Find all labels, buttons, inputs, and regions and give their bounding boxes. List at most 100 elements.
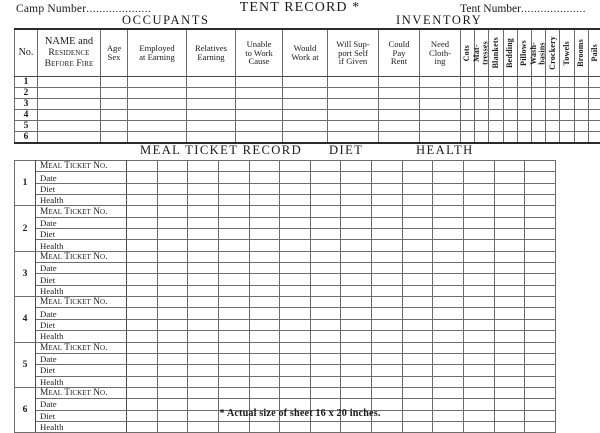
meal-record-cell[interactable]: [433, 161, 464, 172]
meal-record-cell[interactable]: [494, 319, 525, 330]
meal-record-cell[interactable]: [310, 229, 341, 240]
meal-record-cell[interactable]: [127, 206, 158, 217]
meal-record-cell[interactable]: [341, 421, 372, 432]
meal-record-cell[interactable]: [341, 240, 372, 251]
meal-record-cell[interactable]: [280, 206, 311, 217]
occupant-cell[interactable]: [560, 88, 574, 99]
meal-record-cell[interactable]: [280, 263, 311, 274]
occupant-cell[interactable]: [475, 99, 489, 110]
occupant-cell[interactable]: [328, 121, 379, 132]
meal-record-cell[interactable]: [494, 229, 525, 240]
meal-record-cell[interactable]: [310, 387, 341, 398]
meal-record-cell[interactable]: [249, 342, 280, 353]
meal-record-cell[interactable]: [341, 331, 372, 342]
occupant-cell[interactable]: [574, 110, 588, 121]
meal-record-cell[interactable]: [157, 240, 188, 251]
meal-record-cell[interactable]: [218, 263, 249, 274]
meal-record-cell[interactable]: [280, 387, 311, 398]
occupant-cell[interactable]: [101, 110, 128, 121]
meal-record-cell[interactable]: [525, 229, 556, 240]
occupant-cell[interactable]: [546, 110, 560, 121]
meal-record-cell[interactable]: [464, 195, 495, 206]
meal-record-cell[interactable]: [249, 274, 280, 285]
meal-record-cell[interactable]: [372, 161, 403, 172]
meal-record-cell[interactable]: [494, 353, 525, 364]
meal-record-cell[interactable]: [402, 376, 433, 387]
meal-record-cell[interactable]: [127, 353, 158, 364]
meal-record-cell[interactable]: [433, 331, 464, 342]
meal-record-cell[interactable]: [218, 251, 249, 262]
meal-record-cell[interactable]: [280, 353, 311, 364]
meal-record-cell[interactable]: [127, 421, 158, 432]
occupant-cell[interactable]: [546, 88, 560, 99]
occupant-cell[interactable]: [503, 110, 517, 121]
occupant-cell[interactable]: [283, 121, 328, 132]
occupant-cell[interactable]: [531, 110, 545, 121]
meal-record-cell[interactable]: [249, 195, 280, 206]
meal-record-cell[interactable]: [402, 263, 433, 274]
meal-record-cell[interactable]: [464, 319, 495, 330]
meal-record-cell[interactable]: [310, 376, 341, 387]
occupant-cell[interactable]: [461, 88, 475, 99]
occupant-cell[interactable]: [588, 121, 600, 132]
meal-record-cell[interactable]: [127, 172, 158, 183]
meal-record-cell[interactable]: [402, 229, 433, 240]
meal-record-cell[interactable]: [310, 342, 341, 353]
meal-record-cell[interactable]: [494, 285, 525, 296]
meal-record-cell[interactable]: [188, 251, 219, 262]
meal-record-cell[interactable]: [127, 365, 158, 376]
meal-record-cell[interactable]: [249, 229, 280, 240]
meal-record-cell[interactable]: [494, 263, 525, 274]
occupant-cell[interactable]: [379, 132, 420, 144]
occupant-cell[interactable]: [128, 77, 187, 88]
occupant-cell[interactable]: [560, 77, 574, 88]
occupant-cell[interactable]: [187, 77, 236, 88]
meal-record-cell[interactable]: [402, 331, 433, 342]
meal-record-cell[interactable]: [249, 161, 280, 172]
meal-record-cell[interactable]: [157, 195, 188, 206]
occupant-cell[interactable]: [588, 99, 600, 110]
meal-record-cell[interactable]: [402, 365, 433, 376]
occupant-cell[interactable]: [489, 121, 503, 132]
meal-record-cell[interactable]: [525, 308, 556, 319]
meal-record-cell[interactable]: [402, 206, 433, 217]
occupant-cell[interactable]: [489, 99, 503, 110]
occupant-cell[interactable]: [517, 88, 531, 99]
meal-record-cell[interactable]: [433, 195, 464, 206]
meal-record-cell[interactable]: [157, 217, 188, 228]
meal-record-cell[interactable]: [280, 161, 311, 172]
meal-record-cell[interactable]: [402, 297, 433, 308]
meal-record-cell[interactable]: [464, 251, 495, 262]
meal-record-cell[interactable]: [310, 263, 341, 274]
meal-record-cell[interactable]: [464, 353, 495, 364]
meal-record-cell[interactable]: [127, 217, 158, 228]
meal-record-cell[interactable]: [525, 161, 556, 172]
meal-record-cell[interactable]: [525, 206, 556, 217]
meal-record-cell[interactable]: [433, 240, 464, 251]
meal-record-cell[interactable]: [249, 285, 280, 296]
meal-record-cell[interactable]: [433, 376, 464, 387]
occupant-cell[interactable]: [503, 99, 517, 110]
occupant-cell[interactable]: [101, 77, 128, 88]
meal-record-cell[interactable]: [402, 195, 433, 206]
occupant-cell[interactable]: [489, 132, 503, 144]
meal-record-cell[interactable]: [249, 240, 280, 251]
meal-record-cell[interactable]: [402, 421, 433, 432]
occupant-cell[interactable]: [560, 110, 574, 121]
meal-record-cell[interactable]: [372, 285, 403, 296]
meal-record-cell[interactable]: [372, 297, 403, 308]
meal-record-cell[interactable]: [372, 217, 403, 228]
occupant-cell[interactable]: [420, 77, 461, 88]
meal-record-cell[interactable]: [402, 319, 433, 330]
meal-record-cell[interactable]: [372, 240, 403, 251]
occupant-cell[interactable]: [489, 110, 503, 121]
meal-record-cell[interactable]: [127, 308, 158, 319]
occupant-cell[interactable]: [517, 121, 531, 132]
meal-record-cell[interactable]: [218, 206, 249, 217]
meal-record-cell[interactable]: [280, 195, 311, 206]
meal-record-cell[interactable]: [464, 331, 495, 342]
occupant-cell[interactable]: [283, 99, 328, 110]
meal-record-cell[interactable]: [157, 297, 188, 308]
meal-record-cell[interactable]: [310, 172, 341, 183]
meal-record-cell[interactable]: [310, 240, 341, 251]
